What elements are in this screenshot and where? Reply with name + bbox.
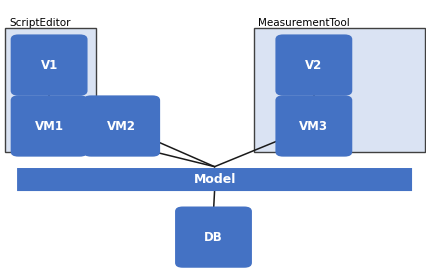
FancyBboxPatch shape — [17, 168, 411, 191]
FancyBboxPatch shape — [11, 95, 87, 157]
Text: V1: V1 — [40, 59, 58, 72]
FancyBboxPatch shape — [275, 34, 351, 96]
FancyBboxPatch shape — [5, 28, 96, 152]
Text: DB: DB — [204, 231, 222, 244]
Text: MeasurementTool: MeasurementTool — [258, 18, 349, 28]
Text: V2: V2 — [305, 59, 322, 72]
Text: VM1: VM1 — [35, 120, 63, 133]
FancyBboxPatch shape — [253, 28, 424, 152]
Text: VM3: VM3 — [299, 120, 328, 133]
FancyBboxPatch shape — [275, 95, 351, 157]
Text: ScriptEditor: ScriptEditor — [9, 18, 71, 28]
Text: Model: Model — [193, 173, 235, 186]
FancyBboxPatch shape — [11, 34, 87, 96]
FancyBboxPatch shape — [83, 95, 160, 157]
FancyBboxPatch shape — [175, 207, 251, 268]
Text: VM2: VM2 — [107, 120, 136, 133]
